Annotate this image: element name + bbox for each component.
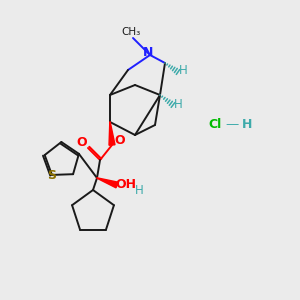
Text: O: O (77, 136, 87, 149)
Text: H: H (174, 98, 182, 112)
Text: H: H (178, 64, 188, 76)
Text: H: H (242, 118, 252, 131)
Text: N: N (143, 46, 153, 59)
Text: O: O (115, 134, 125, 148)
Text: H: H (135, 184, 143, 196)
Text: OH: OH (116, 178, 136, 190)
Text: S: S (47, 169, 56, 182)
Text: CH₃: CH₃ (122, 27, 141, 37)
Polygon shape (109, 122, 115, 145)
Text: —: — (225, 118, 239, 131)
Polygon shape (97, 178, 118, 188)
Text: Cl: Cl (208, 118, 222, 131)
